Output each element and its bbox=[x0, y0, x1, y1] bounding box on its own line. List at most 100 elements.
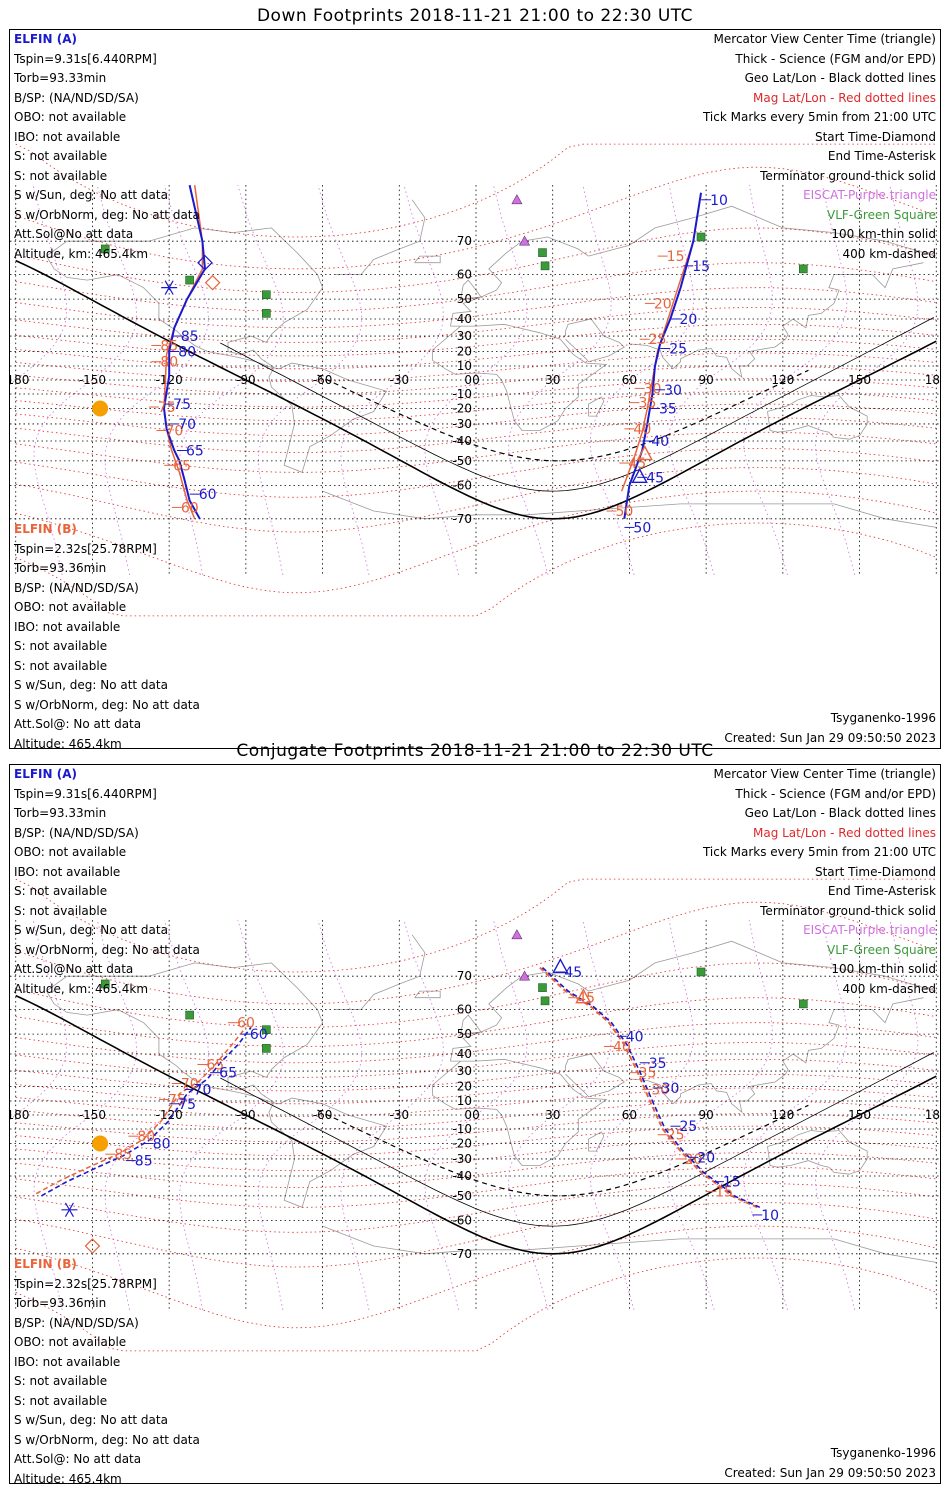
mag-lon-line bbox=[668, 185, 773, 576]
mag-lat-line bbox=[15, 417, 937, 453]
info-line: S: not available bbox=[14, 1393, 108, 1408]
vlf-square-icon bbox=[540, 996, 550, 1006]
lon-label: 60 bbox=[622, 373, 637, 387]
mag-lon-line bbox=[589, 185, 695, 576]
elfin-a-tick-label: 65 bbox=[219, 1066, 237, 1082]
elfin-b-track bbox=[163, 184, 204, 520]
created-label: Created: Sun Jan 29 09:50:50 2023 bbox=[724, 731, 936, 745]
lon-label: 180 bbox=[925, 373, 941, 387]
terminator-line bbox=[15, 259, 937, 520]
vlf-square-icon bbox=[538, 248, 547, 257]
elfin-b-tick-label: 35 bbox=[639, 396, 657, 412]
panel-title: Down Footprints 2018-11-21 21:00 to 22:3… bbox=[256, 6, 694, 26]
mag-lat-line bbox=[15, 262, 937, 312]
elfin-b-tick-label: 70 bbox=[181, 1076, 199, 1092]
elfin-b-info: ELFIN (B) Tspin=2.32s[25.78RPM] Torb=93.… bbox=[14, 520, 200, 749]
info-line: S w/OrbNorm, deg: No att data bbox=[14, 942, 200, 957]
eiscat-triangle-icon bbox=[519, 970, 531, 981]
coastline bbox=[565, 318, 625, 363]
legend-line: Mercator View Center Time (triangle) bbox=[713, 32, 936, 46]
elfin-a-tick-label: 60 bbox=[250, 1027, 268, 1043]
lat-label: 0 bbox=[464, 1108, 472, 1122]
elfin-a-tick-label: 80 bbox=[153, 1137, 171, 1153]
info-line: S: not available bbox=[14, 658, 108, 673]
lon-label: -150 bbox=[79, 373, 106, 387]
elfin-a-tick-label: 20 bbox=[679, 312, 697, 328]
elfin-b-tick-label: 40 bbox=[633, 422, 651, 438]
lat-label: 70 bbox=[457, 234, 472, 248]
lon-label: 180 bbox=[925, 1108, 941, 1122]
info-line: B/SP: (NA/ND/SD/SA) bbox=[14, 825, 139, 840]
vlf-square-icon bbox=[185, 275, 194, 285]
info-line: S w/Sun, deg: No att data bbox=[14, 678, 168, 692]
created-label: Created: Sun Jan 29 09:50:50 2023 bbox=[724, 1466, 936, 1480]
lat-label: -20 bbox=[452, 1137, 472, 1151]
lat-label: 70 bbox=[457, 969, 472, 983]
vlf-square-icon bbox=[185, 1010, 194, 1020]
info-line: S w/Sun, deg: No att data bbox=[14, 923, 168, 937]
info-line: S w/Sun, deg: No att data bbox=[14, 1413, 168, 1427]
elfin-a-end-asterisk-icon bbox=[164, 280, 174, 295]
elfin-a-center-triangle-icon bbox=[552, 958, 569, 974]
info-line: S: not available bbox=[14, 884, 108, 898]
elfin-b-tick-label: 80 bbox=[137, 1129, 155, 1145]
info-line: S w/OrbNorm, deg: No att data bbox=[14, 1432, 200, 1447]
down-footprints-map: -180-150-120-90-60-300306090120150180706… bbox=[9, 29, 941, 749]
eiscat-triangle-icon bbox=[511, 194, 523, 205]
lat-label: -50 bbox=[452, 454, 472, 468]
legend-line: 400 km-dashed bbox=[842, 981, 936, 996]
elfin-b-label: ELFIN (B) bbox=[14, 522, 77, 536]
info-line: Altitude: 465.4km bbox=[14, 736, 122, 749]
lat-label: -40 bbox=[452, 1169, 472, 1183]
mag-lon-line bbox=[257, 184, 363, 575]
legend-line: Start Time-Diamond bbox=[814, 129, 936, 144]
elfin-a-tick-label: 75 bbox=[178, 1097, 196, 1113]
info-line: IBO: not available bbox=[14, 864, 121, 879]
mag-lon-line bbox=[668, 920, 773, 1311]
info-line: B/SP: (NA/ND/SD/SA) bbox=[14, 580, 139, 595]
lat-label: -60 bbox=[452, 478, 472, 492]
elfin-a-tick-label: 30 bbox=[662, 1081, 680, 1097]
vlf-square-icon bbox=[696, 232, 706, 242]
vlf-square-icon bbox=[100, 244, 110, 254]
elfin-b-tick-label: 65 bbox=[206, 1057, 224, 1073]
elfin-b-tick-label: 45 bbox=[628, 456, 646, 472]
elfin-a-info: ELFIN (A) Tspin=9.31s[6.440RPM] Torb=93.… bbox=[14, 765, 200, 999]
elfin-b-start-diamond-icon bbox=[84, 1238, 101, 1254]
lat-label: -50 bbox=[452, 1189, 472, 1203]
info-line: Att.Sol@No att data bbox=[14, 962, 134, 976]
elfin-a-end-asterisk-icon bbox=[64, 1202, 74, 1218]
coastline bbox=[450, 940, 937, 1062]
legend-line: VLF-Green Square bbox=[827, 942, 936, 957]
coastline bbox=[335, 199, 426, 276]
legend-line: End Time-Asterisk bbox=[827, 149, 936, 163]
info-line: Att.Sol@: No att data bbox=[14, 717, 142, 731]
elfin-b-tick-label: 30 bbox=[644, 381, 662, 397]
legend-line: Mercator View Center Time (triangle) bbox=[713, 767, 936, 781]
info-line: Torb=93.33min bbox=[14, 71, 107, 85]
info-line: OBO: not available bbox=[14, 110, 127, 124]
legend-line: Tick Marks every 5min from 21:00 UTC bbox=[702, 845, 936, 859]
lat-label: -10 bbox=[452, 387, 472, 401]
mag-lat-line bbox=[15, 1087, 937, 1117]
info-line: Att.Sol@: No att data bbox=[14, 1452, 142, 1466]
elfin-a-tick-label: 75 bbox=[173, 397, 191, 413]
legend: Mercator View Center Time (triangle) Thi… bbox=[703, 30, 936, 264]
lon-label: -60 bbox=[313, 373, 333, 387]
model-label: Tsyganenko-1996 bbox=[830, 711, 936, 725]
info-line: S: not available bbox=[14, 1374, 108, 1388]
lat-label: 60 bbox=[457, 268, 472, 282]
lat-label: 10 bbox=[457, 359, 472, 373]
coastline bbox=[629, 997, 924, 1114]
lat-label: 40 bbox=[457, 312, 472, 326]
legend-line: Mag Lat/Lon - Red dotted lines bbox=[752, 90, 936, 105]
elfin-b-tick-label: 20 bbox=[654, 296, 672, 312]
elfin-a-track bbox=[541, 967, 761, 1209]
lat-label: 10 bbox=[457, 1094, 472, 1108]
coastline bbox=[767, 395, 868, 440]
lon-label: 30 bbox=[545, 373, 560, 387]
mag-lat-line bbox=[15, 997, 937, 1047]
elfin-a-tick-label: 35 bbox=[659, 402, 677, 418]
info-line: S w/Sun, deg: No att data bbox=[14, 188, 168, 202]
coastline bbox=[629, 262, 924, 379]
